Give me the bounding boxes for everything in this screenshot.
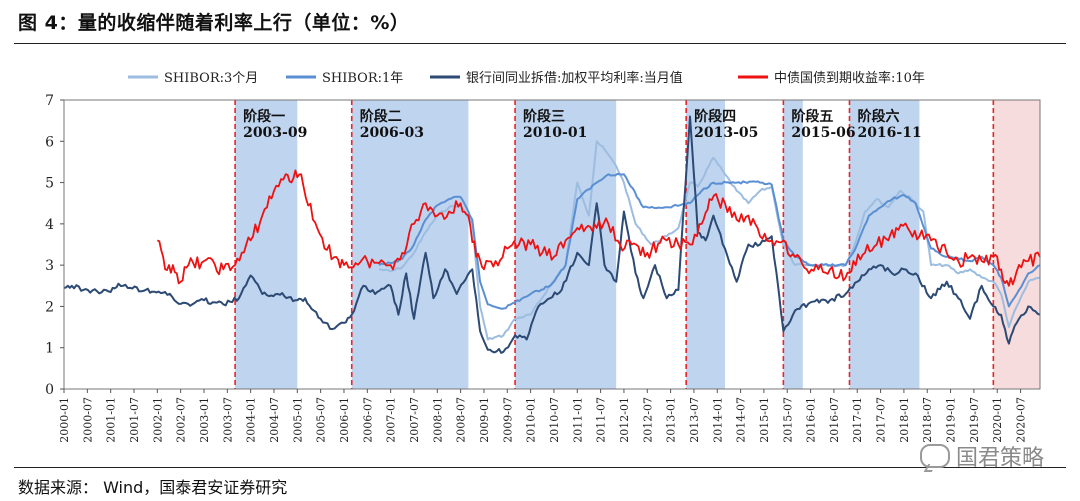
x-tick-label: 2000-01	[58, 397, 71, 443]
x-tick-label: 2010-07	[548, 397, 561, 443]
x-tick-label: 2018-07	[921, 397, 934, 443]
y-tick-label: 0	[45, 382, 54, 398]
x-tick-label: 2005-01	[291, 397, 304, 443]
x-tick-label: 2016-01	[805, 397, 818, 443]
phase-name: 阶段二	[360, 108, 402, 125]
x-tick-label: 2003-07	[221, 397, 234, 443]
plot-frame	[63, 99, 1041, 390]
phase-bands	[235, 100, 1040, 389]
x-tick-label: 2014-07	[735, 397, 748, 443]
series-line	[63, 115, 1041, 354]
x-tick-label: 2001-01	[105, 397, 118, 443]
series-lines	[63, 115, 1041, 354]
x-tick-label: 2012-07	[641, 397, 654, 443]
phase-band-last	[993, 100, 1040, 389]
x-tick-label: 2019-01	[945, 397, 958, 443]
legend-label: SHIBOR:3个月	[164, 71, 258, 86]
x-tick-label: 2008-07	[455, 397, 468, 443]
legend-label: 中债国债到期收益率:10年	[774, 70, 925, 86]
phase-band	[515, 100, 617, 389]
x-tick-label: 2020-07	[1015, 397, 1028, 443]
legend-label: SHIBOR:1年	[322, 71, 403, 86]
phase-band	[351, 100, 469, 389]
x-tick-label: 2009-07	[501, 397, 514, 443]
x-tick-label: 2004-01	[245, 397, 258, 443]
rate-chart: 0 1 2 3 4 5 6 7 2000-01 2000-07 2001-01 2001-07 2002…	[45, 70, 1041, 443]
x-tick-label: 2002-07	[175, 397, 188, 443]
phase-date: 2006-03	[360, 125, 424, 141]
x-tick-label: 2007-01	[385, 397, 398, 443]
x-tick-label: 2006-07	[361, 397, 374, 443]
y-tick-label: 1	[45, 341, 54, 357]
x-tick-label: 2013-01	[665, 397, 678, 443]
y-tick-label: 6	[45, 134, 54, 150]
phase-band	[783, 100, 803, 389]
phase-date: 2010-01	[523, 125, 587, 141]
watermark: 国君策略	[919, 440, 1044, 472]
x-tick-label: 2004-07	[268, 397, 281, 443]
phase-band	[235, 100, 298, 389]
phase-name: 阶段三	[523, 108, 565, 125]
x-tick-label: 2000-07	[81, 397, 94, 443]
x-tick-label: 2017-07	[875, 397, 888, 443]
axes: 0 1 2 3 4 5 6 7 2000-01 2000-07 2001-01 2001-07 2002…	[45, 93, 1041, 443]
x-tick-label: 2016-07	[828, 397, 841, 443]
title-rule	[14, 43, 1066, 44]
x-tick-label: 2012-01	[618, 397, 631, 443]
phase-date: 2013-05	[694, 125, 758, 141]
legend: SHIBOR:3个月 SHIBOR:1年 银行间同业拆借:加权平均利率:当月值 中债国…	[128, 70, 925, 86]
data-source: 数据来源： Wind，国泰君安证券研究	[18, 478, 288, 497]
watermark-text: 国君策略	[955, 446, 1044, 471]
phase-date: 2015-06	[791, 125, 855, 141]
y-tick-label: 3	[45, 258, 54, 274]
phase-name: 阶段四	[694, 108, 736, 125]
phase-date: 2016-11	[857, 125, 921, 141]
x-tick-label: 2020-01	[991, 397, 1004, 443]
x-tick-label: 2005-07	[315, 397, 328, 443]
phase-date: 2003-09	[243, 125, 307, 141]
page-title: 图 4：量的收缩伴随着利率上行（单位：%）	[18, 12, 410, 34]
phase-dividers	[234, 100, 995, 389]
x-tick-label: 2014-01	[711, 397, 724, 443]
x-tick-label: 2011-01	[571, 397, 584, 443]
x-tick-label: 2008-01	[431, 397, 444, 443]
x-tick-label: 2010-01	[525, 397, 538, 443]
legend-label: 银行间同业拆借:加权平均利率:当月值	[466, 70, 683, 86]
series-line	[378, 172, 1041, 310]
x-tick-label: 2017-01	[851, 397, 864, 443]
series-line	[156, 169, 1041, 287]
x-tick-label: 2018-01	[898, 397, 911, 443]
y-tick-label: 2	[45, 299, 54, 315]
phase-band	[849, 100, 920, 389]
phase-name: 阶段六	[857, 108, 899, 125]
wechat-icon	[919, 444, 950, 468]
phase-name: 阶段一	[243, 108, 285, 125]
footer-rule	[14, 467, 1066, 468]
x-tick-label: 2003-01	[198, 397, 211, 443]
x-tick-label: 2002-01	[151, 397, 164, 443]
series-line	[378, 140, 1041, 341]
x-tick-label: 2015-07	[781, 397, 794, 443]
x-tick-label: 2011-07	[595, 397, 608, 443]
x-tick-label: 2007-07	[408, 397, 421, 443]
x-tick-label: 2015-01	[758, 397, 771, 443]
y-tick-label: 7	[45, 93, 54, 109]
x-tick-label: 2009-01	[478, 397, 491, 443]
x-tick-label: 2006-01	[338, 397, 351, 443]
phase-name: 阶段五	[791, 108, 833, 125]
y-tick-label: 5	[45, 176, 54, 192]
x-tick-label: 2013-07	[688, 397, 701, 443]
y-tick-label: 4	[45, 217, 54, 233]
x-tick-label: 2001-07	[128, 397, 141, 443]
x-tick-label: 2019-07	[968, 397, 981, 443]
